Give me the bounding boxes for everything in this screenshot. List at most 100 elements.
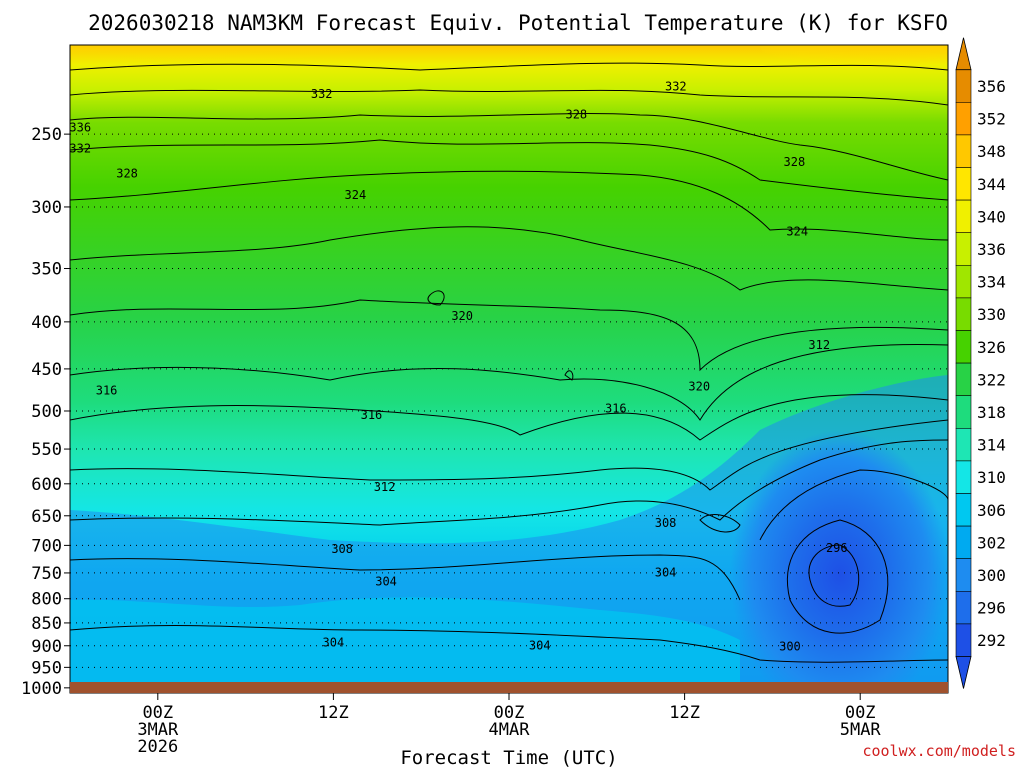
- x-tick-label: 00Z: [845, 703, 876, 723]
- y-tick-label: 950: [31, 658, 62, 678]
- colorbar-label: 302: [977, 533, 1006, 552]
- colorbar-label: 336: [977, 240, 1006, 259]
- plot-area: [70, 45, 948, 693]
- contour-label: 300: [779, 640, 801, 654]
- colorbar-label: 314: [977, 436, 1006, 455]
- colorbar-label: 334: [977, 273, 1006, 292]
- y-tick-label: 400: [31, 313, 62, 333]
- colorbar-swatch: [955, 362, 972, 397]
- colorbar-label: 306: [977, 501, 1006, 520]
- contour-label: 324: [345, 188, 367, 202]
- colorbar-swatch: [955, 623, 972, 657]
- colorbar-swatch: [955, 232, 972, 266]
- colorbar-bottom-arrow: [955, 656, 972, 689]
- y-tick-label: 350: [31, 260, 62, 280]
- colorbar-label: 340: [977, 207, 1006, 226]
- colorbar-label: 310: [977, 468, 1006, 487]
- y-tick-label: 450: [31, 360, 62, 380]
- contour-label-group: 332 332 328 336 332 328 328 324 324 320 312 316 320 3…: [69, 80, 848, 654]
- colorbar-swatch: [955, 297, 972, 331]
- colorbar-label: 300: [977, 566, 1006, 585]
- colorbar-label: 322: [977, 370, 1006, 389]
- colorbar-swatch: [955, 69, 972, 103]
- contour-label: 312: [808, 338, 830, 352]
- colorbar-label: 330: [977, 305, 1006, 324]
- contour-label: 336: [69, 121, 91, 135]
- colorbar-label: 344: [977, 175, 1006, 194]
- colorbar: 356 352 348 344 340 336 334 330 326 322 318 314 310 3…: [955, 37, 1006, 689]
- colorbar-label: 292: [977, 631, 1006, 650]
- y-tick-label: 600: [31, 475, 62, 495]
- x-tick-label: 00Z: [142, 703, 173, 723]
- contour-label: 328: [784, 155, 806, 169]
- contour-label: 332: [69, 141, 91, 155]
- contour-label: 304: [655, 565, 677, 579]
- contour-label: 308: [655, 516, 677, 530]
- y-tick-label: 750: [31, 564, 62, 584]
- contour-label: 296: [826, 541, 848, 555]
- contour-label: 304: [375, 574, 397, 588]
- colorbar-label: 356: [977, 77, 1006, 96]
- contour-label: 304: [323, 636, 345, 650]
- colorbar-label: 326: [977, 338, 1006, 357]
- y-tick-label: 300: [31, 198, 62, 218]
- y-tick-label: 850: [31, 614, 62, 634]
- y-tick-label: 650: [31, 507, 62, 527]
- y-tick-label: 900: [31, 637, 62, 657]
- x-tick-label: 12Z: [669, 703, 700, 723]
- contour-label: 332: [665, 80, 687, 94]
- x-axis-label: Forecast Time (UTC): [400, 747, 617, 768]
- colorbar-label: 348: [977, 142, 1006, 161]
- y-tick-label: 500: [31, 402, 62, 422]
- colorbar-swatch: [955, 525, 972, 559]
- colorbar-swatch: [955, 102, 972, 136]
- colorbar-swatch: [955, 493, 972, 527]
- contour-label: 328: [565, 107, 587, 121]
- ground-surface: [70, 682, 948, 693]
- contour-label: 308: [331, 542, 353, 556]
- contour-label: 316: [605, 402, 627, 416]
- colorbar-swatch: [955, 427, 972, 462]
- colorbar-swatch: [955, 330, 972, 364]
- colorbar-label: 352: [977, 110, 1006, 129]
- boundary-layer-band: [70, 597, 740, 693]
- y-tick-label: 550: [31, 440, 62, 460]
- contour-label: 316: [96, 383, 118, 397]
- contour-label: 316: [361, 408, 383, 422]
- x-tick-label: 12Z: [318, 703, 349, 723]
- colorbar-swatch: [955, 460, 972, 494]
- chart-title: 2026030218 NAM3KM Forecast Equiv. Potent…: [88, 11, 948, 35]
- x-tick-label: 2026: [137, 737, 178, 757]
- colorbar-swatch: [955, 590, 972, 625]
- cold-core: [730, 430, 948, 693]
- y-axis: 250 300 350 400 450 500 550 600 650 700 750 800 850 9…: [21, 125, 70, 699]
- warm-upper-left: [70, 45, 380, 75]
- colorbar-swatch: [955, 134, 972, 168]
- colorbar-swatch: [955, 395, 972, 429]
- colorbar-top-arrow: [955, 37, 972, 71]
- y-tick-label: 250: [31, 125, 62, 145]
- y-tick-label: 700: [31, 536, 62, 556]
- contour-label: 304: [529, 638, 551, 652]
- colorbar-label: 296: [977, 599, 1006, 618]
- colorbar-swatch: [955, 199, 972, 234]
- contour-label: 332: [311, 87, 333, 101]
- x-tick-label: 5MAR: [840, 720, 882, 740]
- x-tick-label: 4MAR: [489, 720, 531, 740]
- contour-label: 320: [688, 379, 710, 393]
- y-tick-label: 1000: [21, 679, 62, 699]
- contour-label: 320: [451, 309, 473, 323]
- contour-label: 328: [116, 167, 138, 181]
- colorbar-swatch: [955, 167, 972, 201]
- contour-lines: [70, 62, 948, 663]
- x-tick-label: 3MAR: [137, 720, 179, 740]
- x-tick-label: 00Z: [494, 703, 525, 723]
- y-tick-label: 800: [31, 590, 62, 610]
- contour-label: 324: [786, 224, 808, 238]
- colorbar-label: 318: [977, 403, 1006, 422]
- credit-text: coolwx.com/models: [862, 742, 1016, 760]
- colorbar-swatch: [955, 264, 972, 299]
- colorbar-swatch: [955, 558, 972, 592]
- contour-label: 312: [374, 480, 396, 494]
